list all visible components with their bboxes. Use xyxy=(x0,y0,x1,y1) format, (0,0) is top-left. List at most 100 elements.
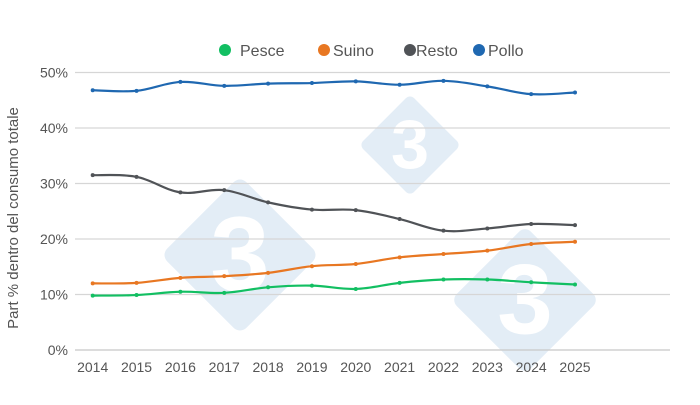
y-axis: 0% 10% 20% 30% 40% 50% xyxy=(40,65,68,359)
watermark-logo: 333 xyxy=(164,96,596,371)
point-pollo xyxy=(529,92,534,97)
x-tick-label: 2014 xyxy=(77,359,108,375)
point-resto xyxy=(441,228,446,233)
point-resto xyxy=(529,222,534,227)
watermark-digit: 3 xyxy=(391,107,429,183)
y-tick-label: 30% xyxy=(40,176,68,192)
point-suino xyxy=(178,275,183,280)
watermark-diamond: 3 xyxy=(361,96,459,194)
point-pollo xyxy=(441,78,446,83)
point-pesce xyxy=(134,293,139,298)
point-pollo xyxy=(309,81,314,86)
point-pesce xyxy=(529,280,534,285)
legend-label: Pesce xyxy=(240,43,285,60)
point-suino xyxy=(222,274,227,279)
point-pollo xyxy=(353,79,358,84)
watermark-shape xyxy=(361,96,459,194)
series-pollo xyxy=(90,78,577,97)
legend-item-pollo[interactable]: Pollo xyxy=(473,43,524,60)
legend-marker xyxy=(473,44,485,56)
series-lines xyxy=(90,78,577,298)
point-suino xyxy=(266,270,271,275)
legend-item-suino[interactable]: Suino xyxy=(318,43,374,60)
point-pesce xyxy=(178,289,183,294)
point-pollo xyxy=(178,79,183,84)
line-resto xyxy=(92,173,576,233)
point-pesce xyxy=(222,290,227,295)
x-tick-label: 2020 xyxy=(340,359,371,375)
point-pesce xyxy=(397,280,402,285)
y-tick-label: 50% xyxy=(40,65,68,81)
point-resto xyxy=(134,174,139,179)
point-pollo xyxy=(134,88,139,93)
point-suino xyxy=(441,251,446,256)
watermark-diamond: 3 xyxy=(164,179,316,331)
point-pesce xyxy=(309,283,314,288)
series-suino xyxy=(90,239,577,286)
series-pesce xyxy=(90,277,577,298)
x-axis: 2014 2015 2016 2017 2018 2019 2020 2021 2022 2023… xyxy=(77,359,591,375)
x-tick-label: 2016 xyxy=(165,359,196,375)
point-suino xyxy=(573,239,577,244)
watermark-diamond: 3 xyxy=(454,229,596,371)
gridlines xyxy=(75,71,670,351)
series-resto xyxy=(90,173,577,233)
x-tick-label: 2018 xyxy=(253,359,284,375)
x-tick-label: 2024 xyxy=(516,359,547,375)
point-pesce xyxy=(353,286,358,291)
legend-marker xyxy=(219,44,231,56)
point-resto xyxy=(309,207,314,212)
legend-item-resto[interactable]: Resto xyxy=(404,43,458,60)
point-resto xyxy=(397,217,402,222)
point-resto xyxy=(485,226,490,231)
x-tick-label: 2023 xyxy=(472,359,503,375)
point-pesce xyxy=(441,277,446,282)
point-resto xyxy=(222,188,227,193)
line-pollo xyxy=(92,79,576,96)
y-tick-label: 10% xyxy=(40,287,68,303)
point-pesce xyxy=(90,293,95,298)
x-tick-label: 2015 xyxy=(121,359,152,375)
x-tick-label: 2019 xyxy=(296,359,327,375)
legend-marker xyxy=(318,44,330,56)
y-tick-label: 20% xyxy=(40,231,68,247)
line-pesce xyxy=(92,278,576,297)
point-pesce xyxy=(485,277,490,282)
point-resto xyxy=(178,190,183,195)
legend-label: Resto xyxy=(416,43,458,60)
point-pollo xyxy=(573,90,577,95)
point-pollo xyxy=(222,83,227,88)
legend-item-pesce[interactable]: Pesce xyxy=(219,43,285,60)
point-resto xyxy=(353,208,358,213)
watermark-digit: 3 xyxy=(210,195,269,314)
point-suino xyxy=(529,241,534,246)
point-pollo xyxy=(266,81,271,86)
point-suino xyxy=(353,261,358,266)
y-axis-title: Part % dentro del consumo totale xyxy=(5,107,22,329)
point-suino xyxy=(134,280,139,285)
legend-marker xyxy=(404,44,416,56)
point-pollo xyxy=(90,88,95,93)
point-pollo xyxy=(485,84,490,89)
watermark-digit: 3 xyxy=(497,245,552,356)
y-tick-label: 0% xyxy=(48,342,68,358)
x-tick-label: 2025 xyxy=(559,359,590,375)
legend-label: Suino xyxy=(333,43,374,60)
point-suino xyxy=(397,255,402,260)
legend-label: Pollo xyxy=(488,43,524,60)
x-tick-label: 2022 xyxy=(428,359,459,375)
watermark-shape xyxy=(454,229,596,371)
point-resto xyxy=(266,200,271,205)
legend: Pesce Suino Resto Pollo xyxy=(219,43,524,60)
point-resto xyxy=(573,223,577,228)
point-suino xyxy=(309,264,314,269)
point-resto xyxy=(90,173,95,178)
point-pesce xyxy=(573,282,577,287)
point-suino xyxy=(485,248,490,253)
point-pollo xyxy=(397,82,402,87)
point-suino xyxy=(90,281,95,286)
line-suino xyxy=(92,240,576,285)
x-tick-label: 2021 xyxy=(384,359,415,375)
y-tick-label: 40% xyxy=(40,120,68,136)
